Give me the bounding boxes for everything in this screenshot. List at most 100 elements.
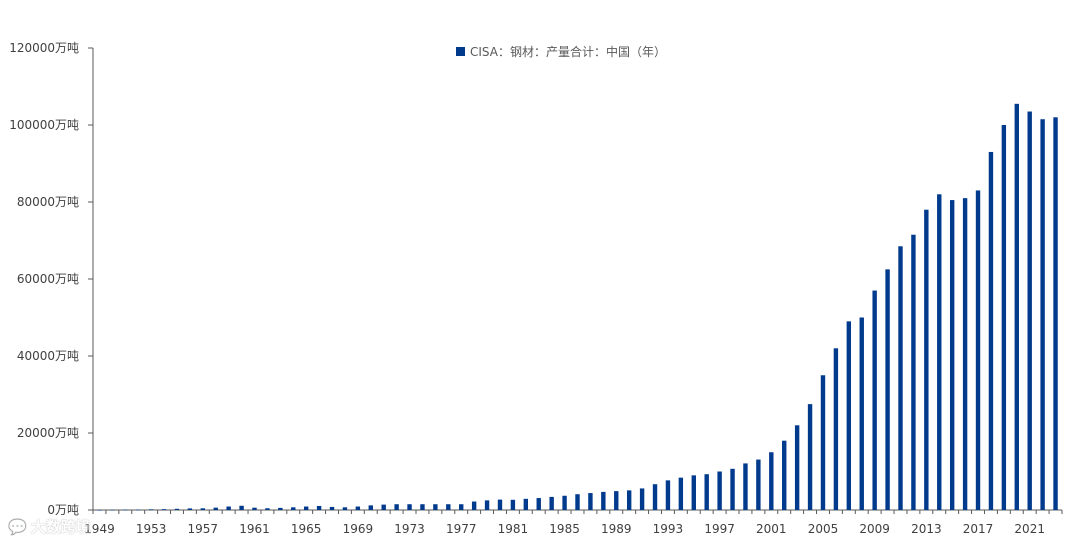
bar <box>200 508 206 510</box>
x-tick-label: 1977 <box>446 522 477 536</box>
bar <box>265 508 270 510</box>
x-tick-label: 2005 <box>808 522 839 536</box>
bar <box>342 507 348 510</box>
bar <box>303 506 309 510</box>
bar <box>820 375 826 510</box>
bar <box>626 490 632 510</box>
chart-legend: CISA：钢材：产量合计：中国（年） <box>456 43 666 59</box>
bar <box>614 491 619 510</box>
bar <box>807 404 813 510</box>
y-tick-label: 40000万吨 <box>17 349 79 363</box>
bar <box>148 509 154 510</box>
x-tick-label: 2001 <box>756 522 787 536</box>
bar <box>911 234 916 510</box>
bar <box>794 425 800 510</box>
bar <box>1027 111 1032 511</box>
bar <box>665 480 671 510</box>
bar <box>174 508 180 510</box>
x-tick-label: 1957 <box>188 522 219 536</box>
bar <box>652 484 658 510</box>
y-tick-label: 60000万吨 <box>17 272 79 286</box>
y-tick-label: 80000万吨 <box>17 195 79 209</box>
y-tick-label: 20000万吨 <box>17 426 79 440</box>
bar <box>394 504 399 510</box>
bar <box>510 499 516 510</box>
bar <box>136 509 141 511</box>
x-tick-label: 1969 <box>343 522 374 536</box>
bar <box>846 321 852 510</box>
x-tick-label: 1965 <box>291 522 322 536</box>
x-tick-label: 1997 <box>704 522 735 536</box>
bar <box>588 493 593 510</box>
x-tick-label: 1981 <box>498 522 529 536</box>
bar <box>937 194 942 511</box>
bar <box>730 468 735 510</box>
bar <box>523 498 529 510</box>
bar <box>885 269 890 510</box>
x-tick-label: 1953 <box>136 522 167 536</box>
bar <box>1053 117 1058 511</box>
bar <box>239 505 244 510</box>
bar <box>975 190 981 510</box>
bar <box>471 501 477 510</box>
watermark: 💬 大数跨境 <box>8 516 91 537</box>
bar <box>226 506 231 510</box>
bar <box>1001 125 1007 510</box>
chat-bubble-icon: 💬 <box>8 517 27 536</box>
bar <box>756 459 761 510</box>
bar <box>252 507 257 510</box>
bar <box>769 452 774 510</box>
bar <box>962 198 968 510</box>
bar <box>782 440 787 510</box>
bar <box>691 475 696 510</box>
y-tick-label: 100000万吨 <box>9 118 79 132</box>
bar <box>446 504 451 510</box>
legend-label: CISA：钢材：产量合计：中国（年） <box>470 44 666 59</box>
bar <box>329 506 335 510</box>
bar <box>355 506 361 510</box>
bar <box>898 246 903 510</box>
bar <box>316 505 322 510</box>
x-tick-label: 1985 <box>549 522 580 536</box>
bar <box>639 488 645 510</box>
bar <box>949 200 955 510</box>
bar <box>110 509 115 511</box>
bar <box>1040 119 1045 510</box>
bar <box>859 317 864 510</box>
x-tick-label: 2017 <box>963 522 994 536</box>
bar <box>433 504 438 510</box>
x-tick-label: 1993 <box>653 522 684 536</box>
x-tick-label: 2013 <box>911 522 942 536</box>
bar <box>988 151 994 510</box>
bar <box>678 477 684 510</box>
bar <box>368 505 373 510</box>
watermark-text: 大数跨境 <box>30 518 91 536</box>
bar <box>872 290 877 510</box>
bar <box>123 509 128 511</box>
bar <box>291 507 296 510</box>
bar <box>420 504 425 510</box>
bar <box>484 500 490 510</box>
bar <box>407 504 412 510</box>
bar <box>562 495 567 510</box>
bar <box>381 504 386 510</box>
bar <box>1014 103 1019 510</box>
bar <box>213 507 218 510</box>
bar <box>187 508 193 510</box>
bar <box>97 509 102 511</box>
bar <box>601 491 606 510</box>
bar <box>833 348 839 510</box>
bar <box>717 471 722 510</box>
x-tick-label: 1973 <box>394 522 425 536</box>
bar <box>575 494 580 510</box>
bar <box>161 509 167 510</box>
x-tick-label: 1961 <box>239 522 270 536</box>
bar <box>278 507 283 510</box>
y-tick-label: 0万吨 <box>47 503 79 517</box>
x-tick-label: 2021 <box>1014 522 1045 536</box>
x-tick-label: 1989 <box>601 522 632 536</box>
legend-swatch <box>456 46 465 56</box>
bar <box>704 474 709 510</box>
x-tick-label: 2009 <box>859 522 890 536</box>
